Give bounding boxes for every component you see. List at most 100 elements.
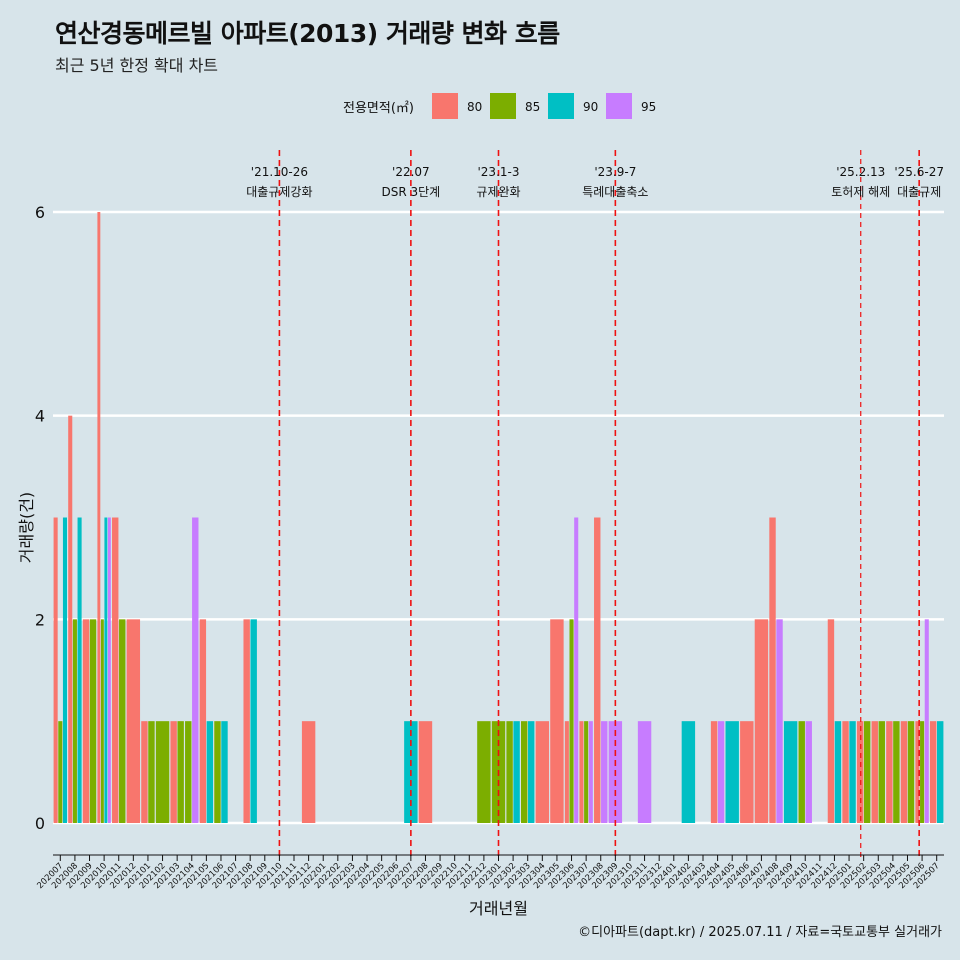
chart-title: 연산경동메르빌 아파트(2013) 거래량 변화 흐름: [55, 19, 560, 48]
bar-80-202505: [900, 721, 908, 823]
bar-80-202112: [301, 721, 316, 823]
bar-95-202308: [601, 721, 608, 823]
event-date: '23.1-3: [478, 165, 520, 179]
event-date: '25.6-27: [894, 165, 944, 179]
bar-90-202501: [849, 721, 856, 823]
bar-80-202306: [564, 721, 569, 823]
bar-80-202507: [929, 721, 937, 823]
bar-80-202506: [915, 721, 920, 823]
bar-85-202503: [878, 721, 885, 823]
bar-90-202302: [513, 721, 520, 823]
bar-80-202504: [886, 721, 893, 823]
x-axis-title: 거래년월: [469, 899, 528, 918]
event-label: 규제완화: [476, 185, 520, 199]
y-tick-label: 6: [35, 203, 45, 222]
legend-label-95: 95: [641, 100, 656, 114]
event-label: 토허제 해제: [831, 185, 890, 199]
legend-swatch-80: [432, 93, 458, 119]
bar-95-202311: [637, 721, 652, 823]
bar-90-202507: [936, 721, 944, 823]
bar-80-202503: [871, 721, 878, 823]
event-label: 대출규제강화: [246, 185, 312, 199]
legend-label-90: 90: [583, 100, 598, 114]
bar-80-202308: [594, 517, 601, 823]
annotation-lines: '21.10-26 대출규제강화 '22.07 DSR 3단계 '23.1-3 규제완화 '…: [246, 150, 944, 857]
source-caption: ©디아파트(dapt.kr) / 2025.07.11 / 자료=국토교통부 실…: [578, 925, 942, 940]
bar-85-202010: [100, 619, 104, 823]
bar-95-202104: [192, 517, 199, 823]
y-tick-label: 0: [35, 814, 45, 833]
bar-80-202406: [740, 721, 754, 823]
bar-90-202402: [681, 721, 696, 823]
bar-80-202008: [68, 415, 73, 823]
event-date: '21.10-26: [251, 165, 308, 179]
bar-85-202106: [214, 721, 221, 823]
bar-85-202302: [506, 721, 513, 823]
bar-90-202010: [104, 517, 108, 823]
y-axis-title: 거래량(건): [17, 492, 36, 563]
chart-subtitle: 최근 5년 한정 확대 차트: [55, 56, 219, 75]
bar-85-202502: [863, 721, 871, 823]
bar-80-202304: [535, 721, 550, 823]
bar-90-202303: [528, 721, 535, 823]
event-label: DSR 3단계: [381, 185, 440, 199]
legend-swatch-90: [548, 93, 574, 119]
bar-80-202412: [827, 619, 835, 823]
bar-85-202007: [58, 721, 63, 823]
bar-95-202010: [107, 517, 111, 823]
bar-85-202306: [569, 619, 574, 823]
bar-90-202105: [206, 721, 214, 823]
bar-80-202108: [243, 619, 250, 823]
bar-85-202212: [477, 721, 491, 823]
bar-85-202102: [155, 721, 170, 823]
bar-80-202408: [769, 517, 776, 823]
bar-80-202010: [97, 212, 101, 823]
bar-95-202404: [717, 721, 725, 823]
bar-95-202410: [805, 721, 812, 823]
bar-95-202306: [574, 517, 579, 823]
bar-80-202007: [53, 517, 58, 823]
bar-90-202412: [834, 721, 842, 823]
event-label: 대출규제: [897, 185, 941, 199]
bar-85-202104: [185, 721, 192, 823]
bar-90-202008: [77, 517, 82, 823]
legend-label-80: 80: [467, 100, 482, 114]
bar-85-202009: [89, 619, 97, 823]
event-date: '23.9-7: [594, 165, 636, 179]
bar-80-202103: [170, 721, 177, 823]
bar-85-202410: [798, 721, 805, 823]
bar-80-202501: [842, 721, 849, 823]
bar-85-202103: [177, 721, 184, 823]
bar-90-202007: [62, 517, 68, 823]
bar-85-202506: [920, 721, 925, 823]
event-date: '22.07: [392, 165, 430, 179]
bar-90-202106: [221, 721, 228, 823]
bar-85-202101: [148, 721, 155, 823]
y-tick-label: 4: [35, 407, 45, 426]
y-tick-label: 2: [35, 610, 45, 629]
bar-85-202307: [584, 721, 589, 823]
bars: [53, 212, 944, 823]
legend-label-85: 85: [525, 100, 540, 114]
bar-85-202011: [119, 619, 126, 823]
bar-95-202408: [776, 619, 783, 823]
bar-85-202303: [521, 721, 528, 823]
bar-95-202307: [588, 721, 593, 823]
bar-80-202009: [82, 619, 90, 823]
bar-85-202008: [72, 619, 77, 823]
legend-swatch-85: [490, 93, 516, 119]
bar-80-202305: [550, 619, 564, 823]
bar-90-202108: [250, 619, 257, 823]
legend: 전용면적(㎡) 80 85 90 95: [343, 93, 656, 119]
bar-80-202208: [418, 721, 433, 823]
bar-90-202405: [725, 721, 739, 823]
bar-85-202505: [907, 721, 915, 823]
bar-85-202504: [893, 721, 900, 823]
bar-95-202506: [924, 619, 929, 823]
bar-80-202404: [710, 721, 718, 823]
bar-80-202011: [112, 517, 119, 823]
bar-80-202307: [579, 721, 584, 823]
bar-80-202012: [126, 619, 141, 823]
bar-80-202101: [141, 721, 148, 823]
